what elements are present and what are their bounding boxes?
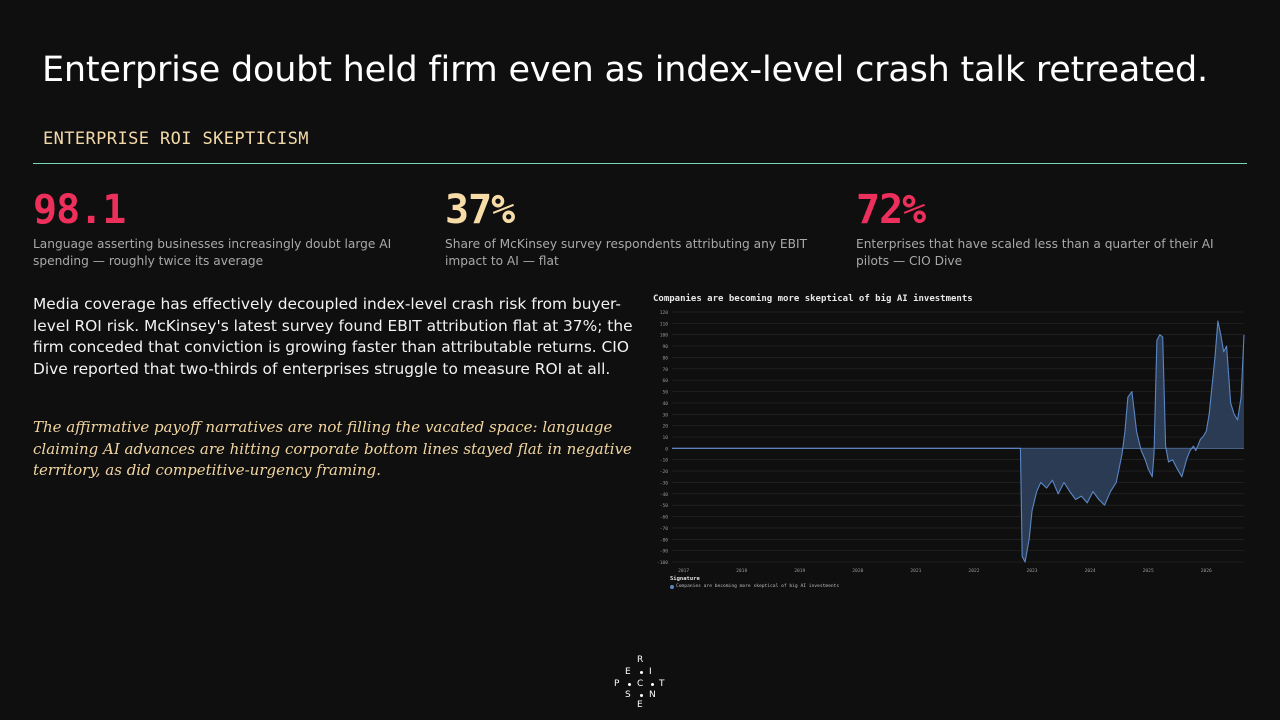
- x-tick-label: 2018: [736, 568, 747, 574]
- chart-title: Companies are becoming more skeptical of…: [653, 294, 973, 304]
- x-tick-label: 2017: [678, 568, 689, 574]
- y-tick-label: 60: [662, 378, 668, 384]
- series-line: [672, 320, 1245, 563]
- y-tick-label: -50: [660, 503, 669, 509]
- y-tick-label: 50: [662, 390, 668, 396]
- x-tick-label: 2025: [1143, 568, 1154, 574]
- y-tick-label: 90: [662, 344, 668, 350]
- legend-title: Signature: [670, 576, 700, 582]
- section-divider: [33, 163, 1247, 164]
- y-tick-label: 0: [665, 446, 668, 452]
- y-tick-label: -100: [657, 560, 668, 566]
- series-area: [672, 321, 1244, 562]
- y-tick-label: 110: [660, 321, 669, 327]
- italic-callout: The affirmative payoff narratives are no…: [33, 418, 632, 479]
- y-tick-label: 70: [662, 367, 668, 373]
- x-tick-label: 2024: [1085, 568, 1096, 574]
- stat-card: 98.1 Language asserting businesses incre…: [33, 188, 423, 270]
- stat-card: 37% Share of McKinsey survey respondents…: [445, 188, 835, 270]
- logo-dot: [640, 671, 643, 674]
- logo-dot: [651, 683, 654, 686]
- brand-logo: R E I P C T S N E: [612, 655, 668, 710]
- x-tick-label: 2026: [1201, 568, 1212, 574]
- y-tick-label: 30: [662, 412, 668, 418]
- y-tick-label: 120: [660, 310, 669, 316]
- x-tick-label: 2019: [794, 568, 805, 574]
- x-tick-label: 2023: [1027, 568, 1038, 574]
- stat-value: 98.1: [33, 187, 126, 233]
- stat-card: 72% Enterprises that have scaled less th…: [856, 188, 1246, 270]
- y-tick-label: 10: [662, 435, 668, 441]
- logo-letter: T: [659, 679, 665, 689]
- y-tick-label: -30: [660, 480, 669, 486]
- y-tick-label: -20: [660, 469, 669, 475]
- y-tick-label: 40: [662, 401, 668, 407]
- logo-letter: P: [614, 679, 620, 689]
- y-tick-label: -60: [660, 515, 669, 521]
- section-label: ENTERPRISE ROI SKEPTICISM: [43, 129, 309, 149]
- stat-description: Share of McKinsey survey respondents att…: [445, 237, 808, 268]
- logo-letter: R: [637, 655, 644, 665]
- logo-letter: E: [637, 700, 643, 710]
- page-title: Enterprise doubt held firm even as index…: [42, 50, 1208, 90]
- logo-letter: E: [625, 667, 631, 677]
- x-tick-label: 2020: [852, 568, 863, 574]
- stat-value: 37%: [445, 187, 515, 233]
- y-tick-label: -70: [660, 526, 669, 532]
- logo-letter: S: [625, 690, 631, 700]
- logo-dot: [628, 683, 631, 686]
- y-tick-label: 80: [662, 355, 668, 361]
- chart-container: 120 110 100 90 80 70 60 50 40 30 20 10 0 -10 -20 -30 -40…: [650, 290, 1250, 595]
- y-tick-label: -40: [660, 492, 669, 498]
- x-tick-label: 2022: [968, 568, 979, 574]
- legend-swatch: [670, 584, 674, 589]
- legend-label: Companies are becoming more skeptical of…: [676, 584, 840, 589]
- body-paragraph: Media coverage has effectively decoupled…: [33, 295, 633, 378]
- logo-letter: C: [637, 679, 644, 689]
- y-tick-label: -80: [660, 537, 669, 543]
- logo-dot: [640, 694, 643, 697]
- y-tick-label: -10: [660, 458, 669, 464]
- legend-entry: Companies are becoming more skeptical of…: [670, 584, 839, 589]
- y-tick-label: 20: [662, 424, 668, 430]
- y-tick-label: -90: [660, 549, 669, 555]
- area-chart: 1201101009080706050403020100-10-20-30-40…: [657, 310, 1245, 574]
- y-tick-label: 100: [660, 333, 669, 339]
- stat-value: 72%: [856, 187, 926, 233]
- x-tick-label: 2021: [910, 568, 921, 574]
- stat-description: Language asserting businesses increasing…: [33, 237, 392, 268]
- stat-description: Enterprises that have scaled less than a…: [856, 237, 1214, 268]
- logo-letter: I: [649, 667, 652, 677]
- logo-letter: N: [649, 690, 656, 700]
